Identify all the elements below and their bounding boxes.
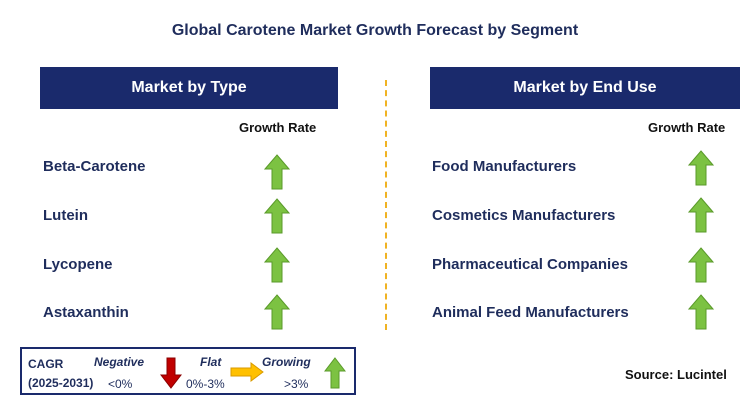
growing-up-arrow-icon <box>264 198 290 234</box>
legend-growing-range: >3% <box>284 377 309 391</box>
end-use-row-label: Animal Feed Manufacturers <box>432 304 629 321</box>
chart-title: Global Carotene Market Growth Forecast b… <box>171 22 579 39</box>
growing-up-arrow-icon <box>324 357 346 389</box>
end-use-header-label: Market by End Use <box>513 79 657 96</box>
cagr-legend: CAGR (2025-2031) Negative <0% Flat 0%-3%… <box>20 347 356 395</box>
legend-negative-range: <0% <box>108 377 133 391</box>
growing-up-arrow-icon <box>688 150 714 186</box>
growing-up-arrow-icon <box>264 294 290 330</box>
growing-up-arrow-icon <box>688 294 714 330</box>
end-use-row-label: Pharmaceutical Companies <box>432 256 628 273</box>
legend-flat-range: 0%-3% <box>186 377 225 391</box>
growing-up-arrow-icon <box>688 247 714 283</box>
type-row-label: Astaxanthin <box>43 304 129 321</box>
panel-divider <box>385 80 387 330</box>
flat-right-arrow-icon <box>230 362 264 382</box>
negative-down-arrow-icon <box>160 357 182 389</box>
end-use-row-label: Cosmetics Manufacturers <box>432 207 616 224</box>
legend-cagr-label: CAGR <box>28 357 64 371</box>
type-growth-rate-label: Growth Rate <box>239 120 317 135</box>
type-row-label: Lutein <box>43 207 88 224</box>
growing-up-arrow-icon <box>264 247 290 283</box>
end-use-header: Market by End Use <box>430 67 740 109</box>
type-header: Market by Type <box>40 67 338 109</box>
legend-flat-label: Flat <box>200 355 222 369</box>
end-use-row-label: Food Manufacturers <box>432 158 577 175</box>
legend-growing-label: Growing <box>262 355 311 369</box>
growing-up-arrow-icon <box>688 197 714 233</box>
legend-period: (2025-2031) <box>28 376 94 390</box>
source-label: Source: Lucintel <box>625 367 727 382</box>
type-header-label: Market by Type <box>131 79 247 96</box>
growing-up-arrow-icon <box>264 154 290 190</box>
legend-negative-label: Negative <box>94 355 145 369</box>
type-row-label: Beta-Carotene <box>43 158 146 175</box>
type-row-label: Lycopene <box>43 256 113 273</box>
end-use-growth-rate-label: Growth Rate <box>648 120 726 135</box>
